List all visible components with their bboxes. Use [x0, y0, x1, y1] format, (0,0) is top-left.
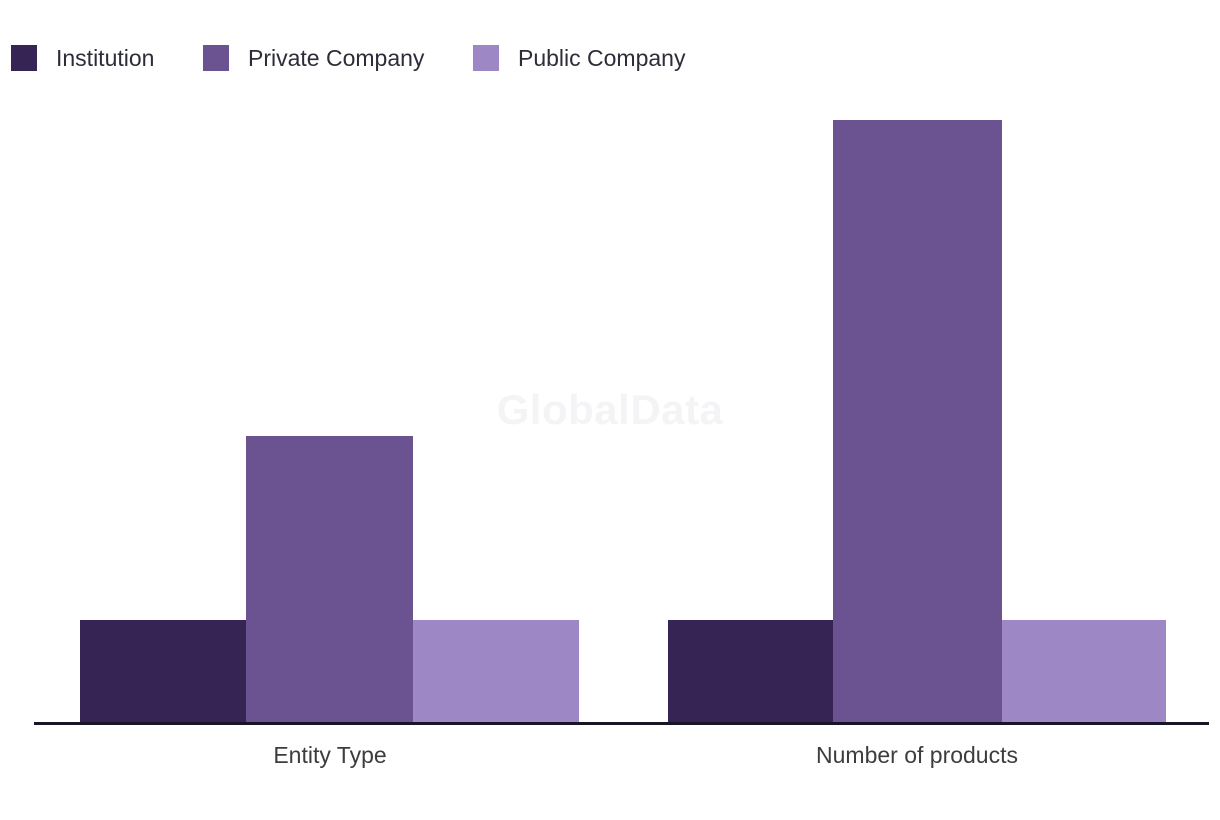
legend-label-institution: Institution	[56, 45, 155, 71]
bar-public-company-group-0	[413, 620, 579, 722]
legend-item-public-company: Public Company	[473, 45, 685, 71]
bar-institution-group-0	[80, 620, 246, 722]
legend-item-private-company: Private Company	[203, 45, 424, 71]
legend-swatch-institution	[11, 45, 37, 71]
x-axis-line	[34, 722, 1209, 725]
legend-swatch-private-company	[203, 45, 229, 71]
legend-swatch-public-company	[473, 45, 499, 71]
watermark-globaldata: GlobalData	[496, 386, 724, 433]
category-label-entity-type: Entity Type	[273, 742, 387, 768]
legend-item-institution: Institution	[11, 45, 154, 71]
bar-public-company-group-1	[1002, 620, 1166, 722]
bar-private-company-group-0	[246, 436, 413, 722]
legend-label-private-company: Private Company	[248, 45, 425, 71]
bar-institution-group-1	[668, 620, 833, 722]
legend-label-public-company: Public Company	[518, 45, 686, 71]
bar-private-company-group-1	[833, 120, 1002, 722]
category-label-number-of-products: Number of products	[816, 742, 1018, 768]
